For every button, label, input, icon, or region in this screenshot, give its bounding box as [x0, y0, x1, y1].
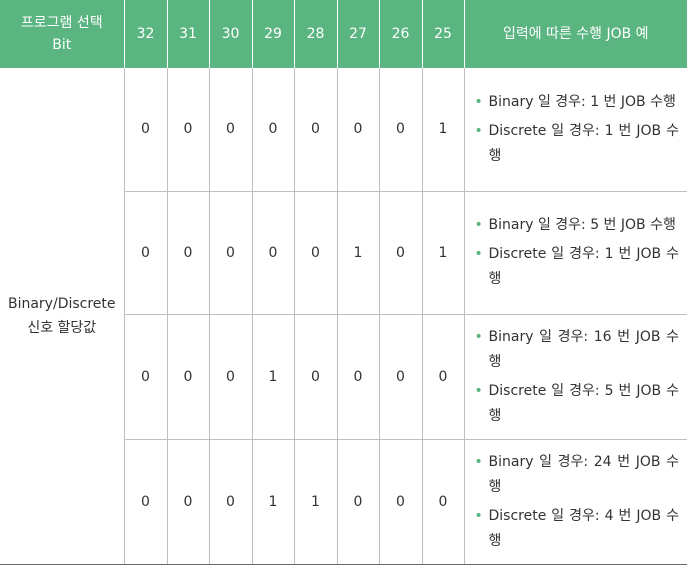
- example-cell: • Binary 일 경우: 24 번 JOB 수행 • Discrete 일 경우…: [464, 439, 687, 565]
- bit-cell: 1: [294, 439, 338, 565]
- list-item: • Discrete 일 경우: 5 번 JOB 수행: [473, 379, 680, 429]
- bit-cell: 0: [294, 68, 338, 192]
- table-header: 프로그램 선택 Bit 32 31 30 29 28 27 26 25 입력에 …: [0, 0, 687, 68]
- group-label-cell: Binary/Discrete 신호 할당값: [0, 68, 125, 565]
- example-list: • Binary 일 경우: 5 번 JOB 수행 • Discrete 일 경우:…: [473, 213, 680, 292]
- example-text: Discrete 일 경우: 1 번 JOB 수행: [488, 122, 680, 164]
- table-row: 0 0 0 0 0 1 0 1 • Binary 일 경우: 5 번 JOB 수행…: [0, 191, 687, 315]
- example-list: • Binary 일 경우: 1 번 JOB 수행 • Discrete 일 경우:…: [473, 90, 680, 169]
- table-body: Binary/Discrete 신호 할당값 0 0 0 0 0 0 0 1 •…: [0, 68, 687, 565]
- bit-cell: 1: [422, 68, 465, 192]
- bullet-dot-icon: •: [474, 453, 483, 470]
- bit-header-30: 30: [209, 0, 253, 68]
- list-item: • Binary 일 경우: 16 번 JOB 수행: [473, 325, 680, 375]
- example-list: • Binary 일 경우: 24 번 JOB 수행 • Discrete 일 경우…: [473, 450, 680, 554]
- bit-cell: 0: [167, 314, 210, 440]
- group-label-line1: Binary/Discrete: [7, 295, 116, 312]
- program-select-title: 프로그램 선택: [20, 15, 103, 31]
- bit-header-31: 31: [167, 0, 210, 68]
- example-header: 입력에 따른 수행 JOB 예: [464, 0, 687, 68]
- bit-cell: 0: [252, 68, 295, 192]
- bullet-dot-icon: •: [474, 328, 483, 345]
- bullet-dot-icon: •: [474, 93, 483, 110]
- bit-header-28: 28: [294, 0, 338, 68]
- bit-cell: 0: [124, 439, 168, 565]
- bit-cell: 0: [379, 68, 423, 192]
- example-text: Discrete 일 경우: 1 번 JOB 수행: [488, 246, 680, 287]
- table-row: Binary/Discrete 신호 할당값 0 0 0 0 0 0 0 1 •…: [0, 68, 687, 565]
- bit-cell: 0: [379, 314, 423, 440]
- example-text: Discrete 일 경우: 4 번 JOB 수행: [488, 507, 680, 549]
- bit-cell: 0: [294, 191, 338, 315]
- example-text: Binary 일 경우: 5 번 JOB 수행: [488, 217, 676, 233]
- example-text: Binary 일 경우: 16 번 JOB 수행: [488, 328, 680, 370]
- bit-cell: 0: [124, 314, 168, 440]
- bit-cell: 0: [422, 439, 465, 565]
- example-text: Binary 일 경우: 1 번 JOB 수행: [488, 93, 676, 110]
- bullet-dot-icon: •: [474, 246, 483, 262]
- program-select-header: 프로그램 선택 Bit: [0, 0, 125, 68]
- example-list: • Binary 일 경우: 16 번 JOB 수행 • Discrete 일 경우…: [473, 325, 680, 429]
- bit-cell: 0: [337, 68, 380, 192]
- bit-cell: 0: [337, 439, 380, 565]
- bit-cell: 1: [337, 191, 380, 315]
- table-row: 0 0 0 1 0 0 0 0 • Binary 일 경우: 16 번 JOB 수…: [0, 314, 687, 440]
- bit-cell: 0: [422, 314, 465, 440]
- bit-cell: 0: [167, 68, 210, 192]
- bit-cell: 0: [209, 439, 253, 565]
- list-item: • Binary 일 경우: 1 번 JOB 수행: [473, 90, 680, 115]
- example-cell: • Binary 일 경우: 5 번 JOB 수행 • Discrete 일 경우:…: [464, 191, 687, 315]
- bit-header-26: 26: [379, 0, 423, 68]
- bit-header-25: 25: [422, 0, 465, 68]
- bit-cell: 0: [167, 191, 210, 315]
- program-select-subtitle: Bit: [52, 37, 72, 53]
- bit-cell: 0: [294, 314, 338, 440]
- bit-cell: 1: [422, 191, 465, 315]
- bit-cell: 1: [252, 439, 295, 565]
- example-cell: • Binary 일 경우: 16 번 JOB 수행 • Discrete 일 경우…: [464, 314, 687, 440]
- bit-cell: 0: [124, 191, 168, 315]
- bit-cell: 0: [379, 191, 423, 315]
- example-text: Binary 일 경우: 24 번 JOB 수행: [488, 453, 680, 495]
- bit-cell: 0: [209, 314, 253, 440]
- bit-cell: 0: [379, 439, 423, 565]
- bit-cell: 0: [209, 191, 253, 315]
- bit-cell: 0: [124, 68, 168, 192]
- list-item: • Discrete 일 경우: 1 번 JOB 수행: [473, 242, 680, 292]
- bullet-dot-icon: •: [474, 382, 483, 399]
- example-cell: • Binary 일 경우: 1 번 JOB 수행 • Discrete 일 경우:…: [464, 68, 687, 192]
- bit-header-27: 27: [337, 0, 380, 68]
- table-row: 0 0 0 1 1 0 0 0 • Binary 일 경우: 24 번 JOB 수…: [0, 439, 687, 565]
- bit-cell: 1: [252, 314, 295, 440]
- list-item: • Discrete 일 경우: 4 번 JOB 수행: [473, 504, 680, 554]
- bit-header-29: 29: [252, 0, 295, 68]
- example-text: Discrete 일 경우: 5 번 JOB 수행: [488, 382, 680, 424]
- bit-cell: 0: [167, 439, 210, 565]
- bullet-dot-icon: •: [474, 507, 483, 524]
- bit-cell: 0: [337, 314, 380, 440]
- header-row: 프로그램 선택 Bit 32 31 30 29 28 27 26 25 입력에 …: [0, 0, 687, 68]
- bullet-dot-icon: •: [474, 122, 483, 139]
- list-item: • Binary 일 경우: 5 번 JOB 수행: [473, 213, 680, 238]
- bit-cell: 0: [252, 191, 295, 315]
- group-label-line2: 신호 할당값: [27, 319, 97, 336]
- list-item: • Binary 일 경우: 24 번 JOB 수행: [473, 450, 680, 500]
- bit-header-32: 32: [124, 0, 168, 68]
- bullet-dot-icon: •: [474, 217, 483, 233]
- list-item: • Discrete 일 경우: 1 번 JOB 수행: [473, 119, 680, 169]
- bit-cell: 0: [209, 68, 253, 192]
